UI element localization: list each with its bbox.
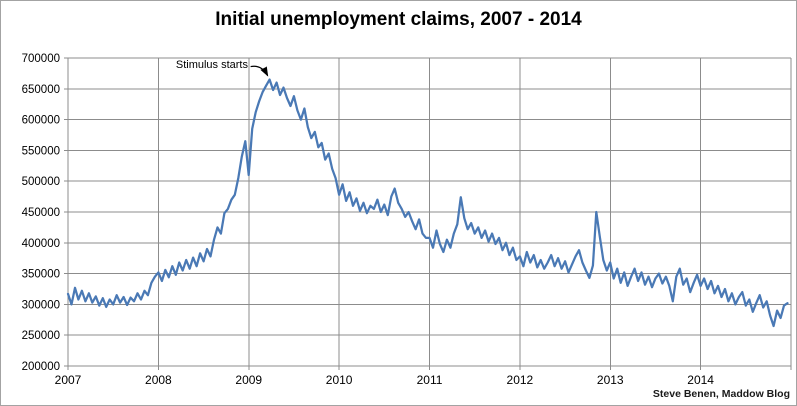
x-tick-label: 2012: [507, 373, 534, 387]
y-tick-label: 550000: [22, 145, 60, 157]
y-tick-label: 600000: [22, 115, 60, 127]
y-tick-label: 250000: [22, 330, 60, 342]
x-tick-label: 2011: [417, 373, 443, 387]
chart-title: Initial unemployment claims, 2007 - 2014: [215, 9, 582, 30]
x-tick-label: 2013: [597, 373, 624, 387]
y-tick-label: 650000: [22, 84, 60, 96]
claims-series-line: [66, 78, 789, 328]
annotation-stimulus-starts: Stimulus starts: [175, 59, 248, 71]
y-tick-label: 450000: [22, 207, 60, 219]
x-tick-label: 2009: [235, 373, 262, 387]
y-tick-label: 400000: [22, 238, 60, 250]
x-tick-label: 2010: [326, 373, 353, 387]
y-tick-label: 500000: [22, 176, 60, 188]
x-tick-label: 2007: [55, 373, 82, 387]
y-tick-label: 350000: [22, 269, 60, 281]
x-tick-label: 2008: [145, 373, 172, 387]
y-tick-label: 700000: [22, 53, 60, 65]
x-tick-label: 2014: [687, 373, 714, 387]
credit-attribution: Steve Benen, Maddow Blog: [652, 388, 790, 400]
y-tick-label: 200000: [22, 361, 60, 373]
annotation-arrow: [250, 65, 269, 77]
y-tick-label: 300000: [22, 299, 60, 311]
